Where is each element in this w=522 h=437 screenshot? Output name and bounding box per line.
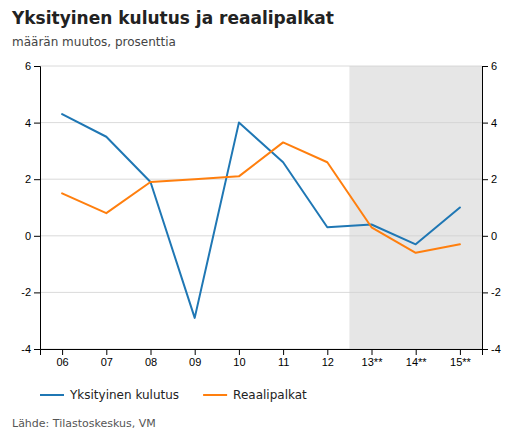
x-tick-label: 13**	[362, 356, 384, 368]
x-tick: 09	[189, 349, 201, 368]
y-tick-mark	[34, 123, 40, 124]
y-tick-label: 2	[25, 173, 31, 185]
x-tick-mark	[327, 349, 328, 355]
y2-tick-label: 2	[491, 173, 497, 185]
x-tick-label: 09	[189, 356, 201, 368]
legend-swatch	[40, 394, 64, 396]
y-axis-line	[34, 67, 41, 350]
y-tick: -2	[21, 286, 40, 298]
y2-axis: -4 -2 0 2 4 6	[482, 60, 501, 355]
x-tick-mark	[460, 349, 461, 355]
x-tick-mark	[372, 349, 373, 355]
x-tick-label: 08	[145, 356, 157, 368]
grid-line	[40, 122, 482, 123]
y-tick: 0	[25, 230, 40, 242]
y2-tick: 4	[482, 117, 497, 129]
legend-item: Reaalipalkat	[203, 388, 307, 402]
y-tick-label: 0	[25, 230, 31, 242]
annotation: Lähde: Tilastoskeskus, VM	[12, 417, 156, 430]
x-tick-label: 10	[233, 356, 245, 368]
x-tick-label: 06	[56, 356, 68, 368]
y2-tick: 2	[482, 173, 497, 185]
x-tick-mark	[416, 349, 417, 355]
x-tick: 06	[56, 349, 68, 368]
y2-tick: 6	[482, 60, 497, 72]
legend-label: Reaalipalkat	[233, 388, 307, 402]
y-tick-label: -2	[21, 286, 31, 298]
grid	[40, 66, 482, 349]
y2-tick-label: -4	[491, 343, 501, 355]
y-tick-mark	[34, 236, 40, 237]
series-line	[62, 142, 460, 252]
grid-line	[40, 66, 482, 67]
y-tick: -4	[21, 343, 40, 355]
plot: 06 07 08 09 10 11 12 13** 14** 15** -4 -2 0 2 4 6 -4 -2 0 2…	[21, 60, 501, 368]
x-tick-label: 14**	[406, 356, 428, 368]
chart: Yksityinen kulutus ja reaalipalkat määrän…	[0, 0, 522, 437]
x-tick-mark	[195, 349, 196, 355]
x-tick-label: 12	[322, 356, 334, 368]
x-tick: 11	[278, 349, 289, 368]
x-tick-mark	[151, 349, 152, 355]
y2-tick-mark	[482, 123, 488, 124]
y-tick-label: -4	[21, 343, 31, 355]
forecast-band	[349, 66, 482, 349]
lines	[62, 114, 460, 318]
grid-line	[40, 235, 482, 236]
y2-tick-label: 6	[491, 60, 497, 72]
y-tick-mark	[34, 292, 40, 293]
y2-tick-label: 0	[491, 230, 497, 242]
x-tick-mark	[106, 349, 107, 355]
subtitle: määrän muutos, prosenttia	[12, 35, 176, 49]
y2-tick: -4	[482, 343, 501, 355]
y-tick-mark	[34, 349, 40, 350]
grid-line	[40, 292, 482, 293]
y2-tick-mark	[482, 179, 488, 180]
y-tick-mark	[34, 66, 40, 67]
y2-tick-mark	[482, 66, 488, 67]
x-tick-mark	[239, 349, 240, 355]
x-axis: 06 07 08 09 10 11 12 13** 14** 15**	[41, 349, 483, 368]
x-tick: 15**	[450, 349, 472, 368]
grid-line	[40, 179, 482, 180]
title: Yksityinen kulutus ja reaalipalkat	[11, 8, 334, 28]
y-tick: 4	[25, 117, 40, 129]
y2-tick-label: 4	[491, 117, 497, 129]
x-tick: 13**	[362, 349, 384, 368]
legend-label: Yksityinen kulutus	[69, 388, 179, 402]
x-tick-mark	[62, 349, 63, 355]
y-tick-label: 6	[25, 60, 31, 72]
x-tick-mark	[283, 349, 284, 355]
legend-item: Yksityinen kulutus	[40, 388, 179, 402]
y2-tick-mark	[482, 236, 488, 237]
series-line	[62, 114, 460, 318]
y-tick-label: 4	[25, 117, 31, 129]
y2-axis-line	[483, 67, 489, 350]
x-tick-label: 15**	[450, 356, 472, 368]
x-tick: 08	[145, 349, 157, 368]
x-tick: 10	[233, 349, 245, 368]
x-axis-line	[41, 350, 483, 356]
y-tick-mark	[34, 179, 40, 180]
legend-swatch	[203, 394, 227, 396]
y2-tick-label: -2	[491, 286, 501, 298]
y2-tick: 0	[482, 230, 497, 242]
y2-tick-mark	[482, 349, 488, 350]
y2-tick-mark	[482, 292, 488, 293]
y-tick: 2	[25, 173, 40, 185]
x-tick: 14**	[406, 349, 428, 368]
x-tick-label: 07	[101, 356, 113, 368]
y-tick: 6	[25, 60, 40, 72]
x-tick: 12	[322, 349, 334, 368]
legend: Yksityinen kulutus Reaalipalkat	[40, 388, 307, 402]
y2-tick: -2	[482, 286, 501, 298]
x-tick: 07	[101, 349, 113, 368]
y-axis: -4 -2 0 2 4 6	[21, 60, 40, 355]
x-tick-label: 11	[278, 356, 289, 368]
